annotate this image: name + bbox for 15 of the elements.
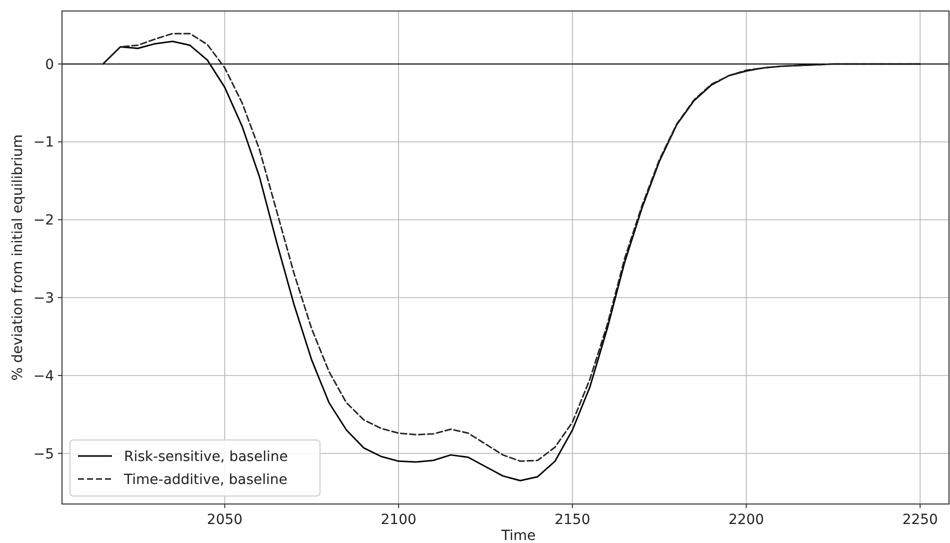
y-tick-label: 0 xyxy=(45,56,54,73)
y-tick-label: −3 xyxy=(33,290,54,307)
legend-label: Time-additive, baseline xyxy=(123,472,288,488)
y-axis-title: % deviation from initial equilibrium xyxy=(10,134,26,381)
x-tick-label: 2200 xyxy=(728,512,764,528)
y-tick-label: −1 xyxy=(33,134,54,151)
x-tick-label: 2150 xyxy=(554,512,590,528)
x-tick-label: 2250 xyxy=(902,512,938,528)
x-tick-label: 2050 xyxy=(206,512,243,528)
x-tick-label: 2100 xyxy=(380,512,416,528)
y-tick-label: −2 xyxy=(33,212,54,229)
y-tick-label: −5 xyxy=(33,446,54,462)
legend-label: Risk-sensitive, baseline xyxy=(124,448,288,465)
x-axis-title: Time xyxy=(500,528,536,543)
y-tick-label: −4 xyxy=(33,368,54,384)
